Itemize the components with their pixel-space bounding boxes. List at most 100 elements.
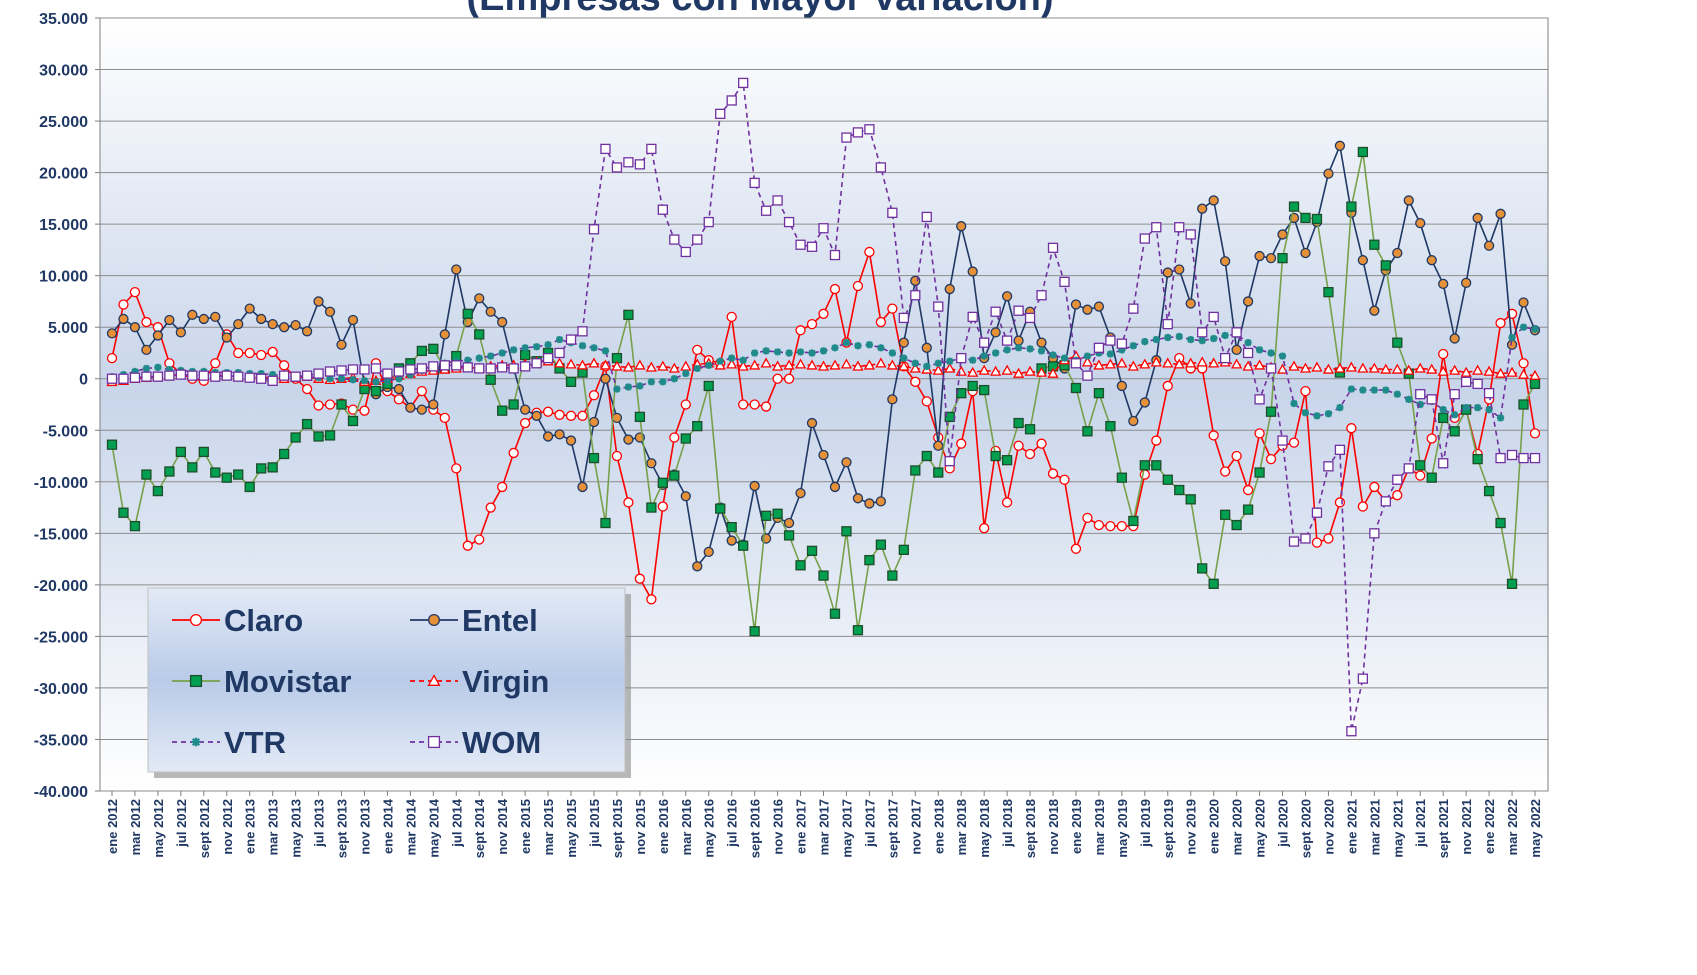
- marker: [1139, 358, 1151, 369]
- marker: [795, 239, 806, 250]
- marker: [588, 452, 600, 464]
- marker: [1128, 303, 1139, 314]
- marker: [1070, 382, 1082, 394]
- x-tick-label: jul 2020: [1276, 799, 1291, 848]
- marker: [795, 560, 806, 571]
- marker: [1128, 515, 1139, 527]
- marker: [1001, 291, 1013, 302]
- marker: [1001, 364, 1013, 375]
- marker: [1392, 337, 1403, 348]
- marker: [990, 327, 1001, 338]
- marker: [1483, 388, 1495, 399]
- marker: [852, 280, 864, 292]
- marker: [1426, 363, 1438, 374]
- marker: [106, 439, 118, 450]
- marker: [726, 311, 737, 323]
- marker: [1313, 412, 1321, 420]
- y-tick-label: -30.000: [34, 681, 88, 698]
- marker: [359, 364, 370, 375]
- marker: [1150, 356, 1162, 367]
- marker: [1162, 267, 1173, 278]
- marker: [198, 370, 209, 381]
- x-tick-label: ene 2017: [794, 799, 809, 854]
- marker: [818, 308, 829, 319]
- marker: [726, 358, 738, 369]
- marker: [278, 370, 290, 381]
- marker: [762, 347, 770, 355]
- marker: [1518, 452, 1529, 464]
- marker: [1059, 276, 1070, 288]
- marker: [909, 362, 921, 373]
- marker: [278, 322, 290, 333]
- marker: [1197, 327, 1208, 338]
- marker: [336, 339, 347, 350]
- marker: [1047, 367, 1059, 378]
- marker: [1014, 344, 1023, 352]
- marker: [175, 369, 187, 380]
- x-tick-label: mar 2017: [817, 799, 832, 855]
- marker: [1368, 362, 1380, 373]
- marker: [1392, 490, 1403, 501]
- legend-marker: [189, 613, 203, 627]
- marker: [1060, 354, 1069, 362]
- marker: [1070, 543, 1082, 554]
- marker: [703, 380, 714, 392]
- y-tick-label: 15.000: [39, 217, 88, 234]
- marker: [555, 335, 564, 344]
- series-group: [106, 77, 1541, 737]
- marker: [554, 429, 565, 440]
- marker: [634, 359, 646, 370]
- marker: [944, 283, 955, 295]
- legend-label: WOM: [462, 725, 541, 760]
- y-tick-label: -5.000: [43, 423, 88, 440]
- marker: [175, 446, 187, 458]
- x-tick-label: nov 2019: [1184, 799, 1199, 855]
- x-tick-label: sept 2013: [335, 799, 350, 858]
- marker: [1483, 240, 1495, 251]
- marker: [785, 349, 793, 357]
- marker: [278, 360, 290, 371]
- marker: [1220, 466, 1231, 477]
- marker: [1231, 450, 1242, 462]
- marker: [1495, 517, 1506, 529]
- x-tick-label: nov 2017: [908, 799, 923, 855]
- marker: [1276, 363, 1289, 374]
- marker: [1162, 474, 1173, 485]
- marker: [1151, 460, 1162, 471]
- marker: [474, 329, 485, 340]
- marker: [142, 364, 151, 373]
- marker: [1116, 520, 1128, 532]
- marker: [451, 360, 462, 371]
- marker: [749, 480, 760, 492]
- marker: [1129, 342, 1137, 350]
- marker: [359, 405, 370, 416]
- marker: [519, 404, 531, 415]
- marker: [382, 368, 393, 379]
- marker: [1242, 347, 1254, 359]
- marker: [1104, 358, 1117, 369]
- marker: [347, 415, 359, 427]
- x-tick-label: may 2021: [1390, 799, 1405, 858]
- marker: [1128, 415, 1139, 427]
- marker: [1265, 406, 1277, 417]
- marker: [1231, 344, 1242, 356]
- marker: [692, 420, 703, 432]
- marker: [451, 264, 462, 275]
- marker: [1506, 449, 1518, 461]
- marker: [1288, 201, 1300, 212]
- marker: [1220, 352, 1231, 364]
- marker: [819, 347, 828, 355]
- marker: [129, 372, 141, 383]
- marker: [326, 375, 334, 383]
- marker: [1346, 201, 1357, 212]
- marker: [877, 344, 885, 352]
- marker: [544, 341, 552, 349]
- marker: [715, 108, 726, 120]
- marker: [1175, 332, 1183, 341]
- x-tick-label: may 2012: [151, 799, 166, 858]
- marker: [451, 463, 462, 474]
- marker: [118, 373, 129, 384]
- marker: [508, 447, 519, 459]
- marker: [1529, 428, 1541, 439]
- y-tick-label: 10.000: [39, 269, 88, 286]
